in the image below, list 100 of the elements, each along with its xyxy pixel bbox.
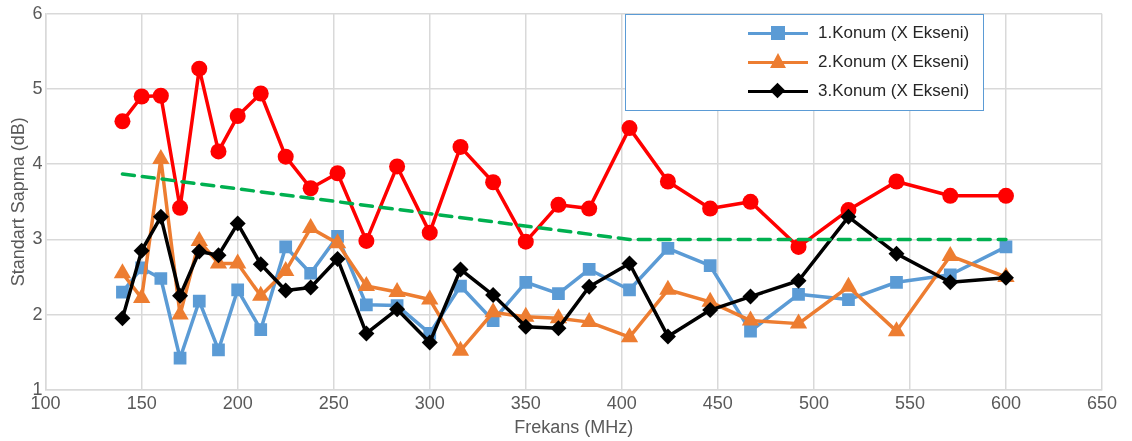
point (191, 243, 208, 260)
point (519, 275, 533, 289)
point (621, 255, 638, 272)
point (485, 174, 502, 191)
point (252, 85, 269, 102)
point (997, 269, 1014, 286)
x-tick-label: 200 (222, 392, 253, 413)
point (550, 320, 567, 337)
point (389, 301, 406, 318)
point (703, 259, 717, 273)
point (132, 288, 151, 304)
point (742, 193, 759, 210)
legend-label: 2.Konum (X Ekseni) (818, 52, 970, 73)
point (277, 148, 294, 165)
point (172, 287, 189, 304)
x-tick-label: 300 (414, 392, 445, 413)
point (550, 196, 567, 213)
point (942, 274, 959, 291)
point (389, 158, 406, 175)
point (212, 343, 225, 357)
point (328, 233, 347, 249)
point (744, 324, 757, 338)
point (229, 215, 246, 232)
point (702, 200, 719, 217)
point (790, 238, 807, 255)
point (792, 287, 805, 301)
point (517, 318, 534, 335)
point (388, 282, 406, 298)
point (229, 108, 246, 125)
x-tick-label: 550 (894, 392, 925, 413)
point (888, 245, 905, 262)
x-tick-label: 150 (126, 392, 157, 413)
point (661, 242, 675, 255)
point (154, 272, 168, 285)
x-axis-title: Frekans (MHz) (514, 417, 634, 438)
point (887, 321, 906, 337)
point (997, 187, 1014, 204)
point (116, 285, 129, 299)
x-tick-label: 450 (702, 392, 733, 413)
point (485, 287, 502, 304)
x-tick-label: 400 (606, 392, 637, 413)
point (552, 287, 565, 300)
point (581, 278, 598, 295)
point (231, 283, 245, 297)
point (888, 173, 905, 190)
point (452, 138, 469, 155)
x-tick-label: 350 (510, 392, 541, 413)
point (173, 351, 187, 365)
point (517, 233, 534, 250)
point (133, 88, 150, 105)
point (621, 120, 638, 137)
point (191, 60, 208, 77)
point (302, 218, 320, 234)
point (114, 310, 131, 327)
point (254, 323, 268, 336)
point (279, 240, 293, 254)
point (421, 224, 438, 241)
point (133, 242, 150, 259)
point (623, 283, 636, 297)
point (581, 200, 598, 217)
point (152, 87, 169, 104)
point (659, 328, 676, 345)
point (659, 173, 676, 190)
legend-label: 3.Konum (X Ekseni) (818, 81, 970, 102)
point (304, 266, 318, 280)
point (840, 208, 857, 225)
point (302, 279, 319, 296)
x-tick-label: 250 (318, 392, 349, 413)
y-tick-label: 4 (32, 153, 43, 174)
point (172, 199, 189, 216)
point (252, 256, 269, 273)
point (358, 232, 375, 249)
point (360, 298, 373, 312)
point (582, 263, 596, 276)
point (842, 293, 855, 306)
point (192, 294, 206, 308)
point (580, 312, 598, 328)
point (114, 113, 131, 130)
point (358, 325, 375, 342)
point (452, 261, 469, 278)
point (329, 250, 346, 267)
point (277, 282, 294, 299)
point (421, 334, 438, 351)
y-axis-title: Standart Sapma (dB) (7, 117, 28, 287)
point (329, 165, 346, 182)
point (152, 208, 169, 225)
y-tick-label: 5 (32, 77, 43, 98)
point (620, 327, 639, 343)
x-tick-label: 650 (1086, 392, 1118, 413)
point (790, 272, 807, 289)
point (210, 247, 227, 264)
point (742, 288, 759, 305)
point (890, 275, 903, 289)
legend-label: 1.Konum (X Ekseni) (818, 23, 970, 44)
x-tick-label: 500 (798, 392, 829, 413)
point (302, 180, 319, 197)
point (357, 276, 376, 292)
y-tick-label: 2 (32, 303, 43, 324)
point (210, 143, 227, 160)
y-tick-label: 6 (32, 2, 43, 23)
